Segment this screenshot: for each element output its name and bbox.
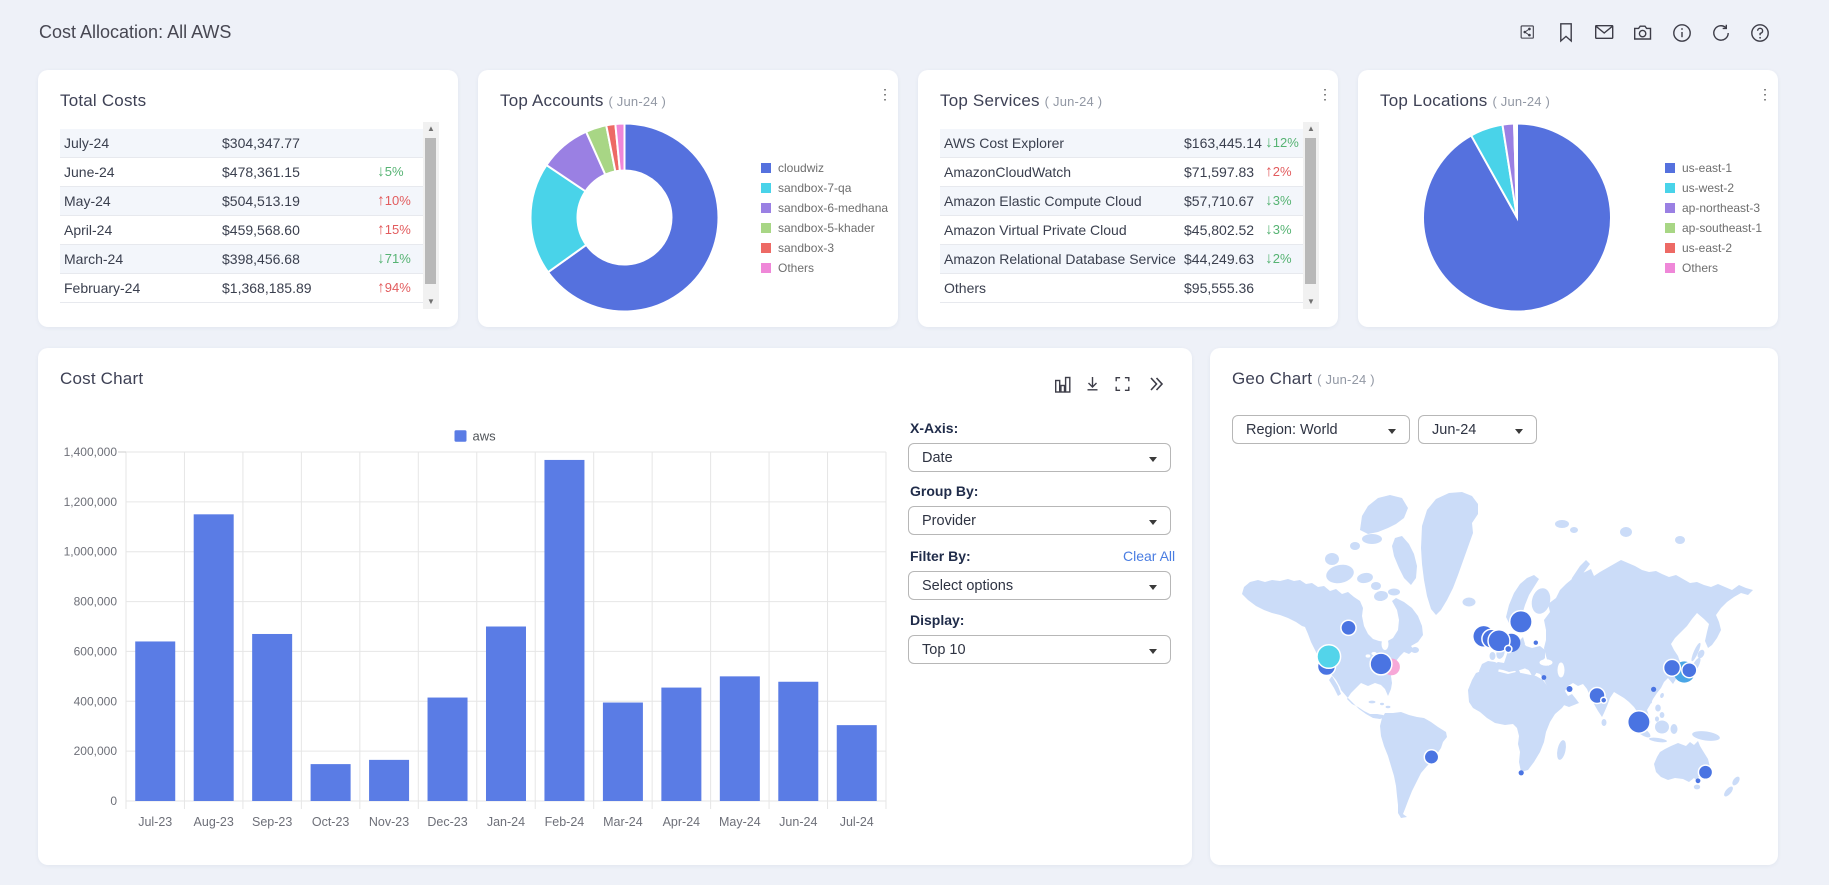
svg-text:Jun-24: Jun-24 bbox=[779, 815, 817, 829]
svg-text:Apr-24: Apr-24 bbox=[663, 815, 701, 829]
svg-text:Feb-24: Feb-24 bbox=[545, 815, 585, 829]
svg-text:Jul-23: Jul-23 bbox=[138, 815, 172, 829]
svg-text:Mar-24: Mar-24 bbox=[603, 815, 643, 829]
svg-text:1,400,000: 1,400,000 bbox=[64, 445, 118, 459]
svg-text:800,000: 800,000 bbox=[74, 595, 118, 609]
svg-text:400,000: 400,000 bbox=[74, 694, 118, 708]
svg-text:Nov-23: Nov-23 bbox=[369, 815, 409, 829]
svg-text:Jan-24: Jan-24 bbox=[487, 815, 525, 829]
svg-text:1,200,000: 1,200,000 bbox=[64, 495, 118, 509]
svg-text:0: 0 bbox=[110, 794, 117, 808]
svg-text:600,000: 600,000 bbox=[74, 644, 118, 658]
svg-text:1,000,000: 1,000,000 bbox=[64, 545, 118, 559]
svg-text:200,000: 200,000 bbox=[74, 744, 118, 758]
svg-text:Oct-23: Oct-23 bbox=[312, 815, 350, 829]
svg-text:Dec-23: Dec-23 bbox=[427, 815, 467, 829]
svg-text:Aug-23: Aug-23 bbox=[194, 815, 234, 829]
svg-text:Jul-24: Jul-24 bbox=[840, 815, 874, 829]
svg-text:May-24: May-24 bbox=[719, 815, 761, 829]
svg-text:aws: aws bbox=[473, 429, 497, 444]
svg-text:Sep-23: Sep-23 bbox=[252, 815, 292, 829]
